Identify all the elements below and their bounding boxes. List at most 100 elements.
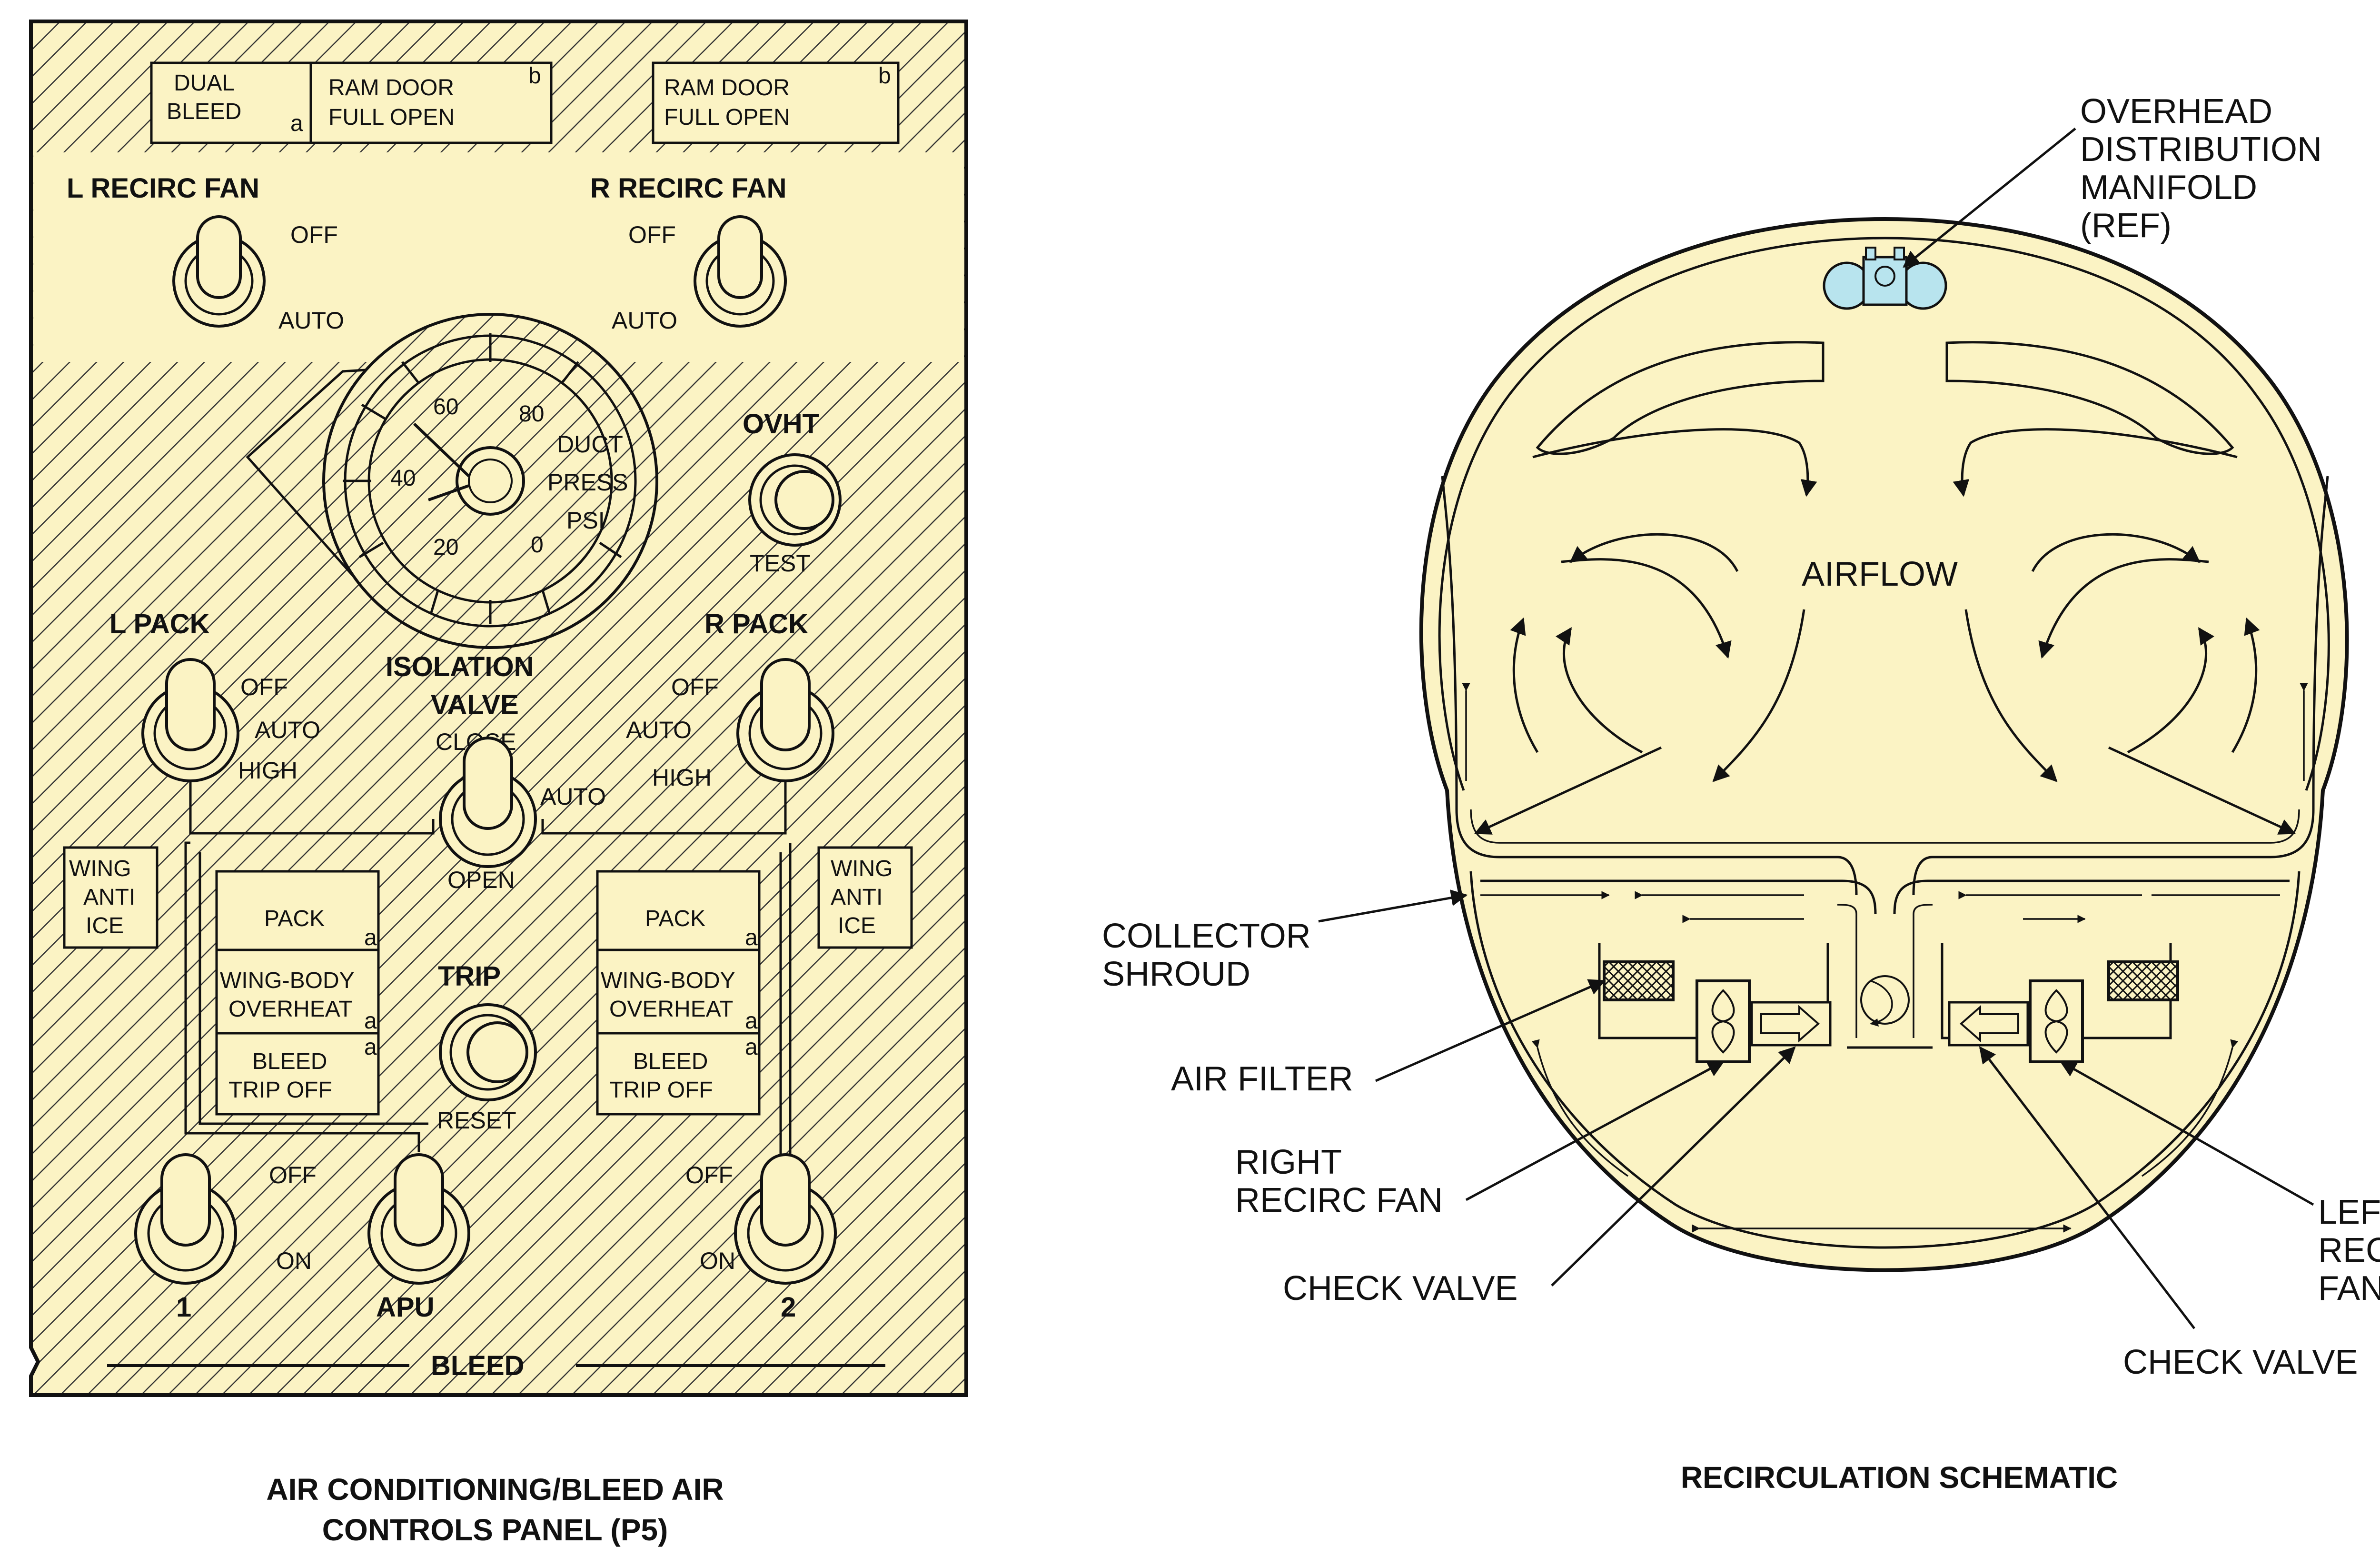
trip-reset-button[interactable] <box>439 1003 537 1101</box>
r-wing-anti-ice-indicator: WING ANTI ICE <box>817 846 913 949</box>
isolation-auto: AUTO <box>540 783 606 810</box>
bleed-1-switch[interactable] <box>134 1153 237 1285</box>
bleed-2-label: 2 <box>781 1292 796 1323</box>
right-recirc-fan-line2: RECIRC FAN <box>1235 1181 1443 1219</box>
isolation-valve-switch[interactable] <box>439 737 537 868</box>
check-valve-left-label: CHECK VALVE <box>1283 1269 1518 1307</box>
manifold-line4: (REF) <box>2080 207 2172 245</box>
sub-b: b <box>528 63 541 89</box>
r-pack-auto: AUTO <box>626 717 692 743</box>
check-valve-right-label: CHECK VALVE <box>2123 1343 2358 1381</box>
bleed-apu-switch[interactable] <box>367 1153 470 1285</box>
r-fan-off: OFF <box>628 221 676 248</box>
l-pack-high: HIGH <box>238 757 298 784</box>
recirculation-schematic: AIRFLOW <box>1102 92 2380 1495</box>
duct-pressure-gauge: 60 80 40 20 0 DUCT PRESS PSI <box>246 313 658 649</box>
r-wingbody-line2: OVERHEAT <box>609 997 733 1022</box>
gauge-tick-20: 20 <box>433 535 458 560</box>
l-wing-line2: ANTI <box>83 885 135 910</box>
right-recirc-fan-line1: RIGHT <box>1235 1143 1342 1181</box>
r-pack-off: OFF <box>671 674 719 700</box>
dual-bleed-line2: BLEED <box>167 99 241 124</box>
r-annunciator-stack: PACK a WING-BODY OVERHEAT a BLEED TRIP O… <box>596 870 761 1116</box>
r-pack-switch[interactable] <box>736 658 834 782</box>
l-wing-line1: WING <box>69 856 131 881</box>
duct-press-line3: PSI <box>566 507 605 534</box>
manifold-line3: MANIFOLD <box>2080 169 2257 207</box>
isolation-label-line2: VALVE <box>431 689 519 720</box>
gauge-tick-60: 60 <box>433 394 458 419</box>
r-fan-auto: AUTO <box>612 307 677 334</box>
bleed-left-on: ON <box>276 1248 312 1274</box>
l-annunciator-stack: PACK a WING-BODY OVERHEAT a BLEED TRIP O… <box>215 870 380 1116</box>
r-wing-line2: ANTI <box>831 885 883 910</box>
r-pack-high: HIGH <box>652 764 712 791</box>
duct-press-line1: DUCT <box>557 431 623 458</box>
air-filter-label: AIR FILTER <box>1171 1060 1353 1098</box>
l-bleedtrip-line2: TRIP OFF <box>228 1078 332 1103</box>
reset-label: RESET <box>437 1107 516 1134</box>
collector-shroud-line1: COLLECTOR <box>1102 917 1311 955</box>
collector-shroud-line2: SHROUD <box>1102 955 1250 993</box>
r-pack-label: R PACK <box>704 609 808 639</box>
r-bleedtrip-line1: BLEED <box>633 1049 708 1074</box>
bleed-apu-label: APU <box>376 1292 434 1323</box>
bleed-1-label: 1 <box>176 1292 191 1323</box>
r-bleedtrip-line2: TRIP OFF <box>609 1078 713 1103</box>
bleed-left-off: OFF <box>269 1162 317 1188</box>
annunciator-ram-door-right: RAM DOOR FULL OPEN b <box>652 61 900 144</box>
l-recirc-fan-switch[interactable] <box>172 215 266 328</box>
duct-press-line2: PRESS <box>547 469 628 496</box>
ram-door-line2: FULL OPEN <box>328 105 455 130</box>
r-wingbody-sub: a <box>745 1008 758 1034</box>
r-recirc-fan-switch[interactable] <box>694 215 787 328</box>
bleed-right-off: OFF <box>685 1162 733 1188</box>
ram-door-r-line2: FULL OPEN <box>664 105 790 130</box>
l-pack-light: PACK <box>264 906 325 931</box>
r-pack-sub: a <box>745 925 758 950</box>
l-wingbody-line1: WING-BODY <box>220 968 355 993</box>
p5-panel: DUAL BLEED a RAM DOOR FULL OPEN b RAM DO… <box>29 20 968 1547</box>
sub-a: a <box>290 111 303 136</box>
l-bleedtrip-sub: a <box>364 1035 377 1060</box>
dual-bleed-line1: DUAL <box>174 70 235 96</box>
l-pack-sub: a <box>364 925 377 950</box>
schematic-caption: RECIRCULATION SCHEMATIC <box>1681 1460 2118 1495</box>
l-pack-off: OFF <box>240 674 288 700</box>
ovht-test-button[interactable] <box>748 453 842 547</box>
l-pack-label: L PACK <box>109 609 210 639</box>
l-wingbody-sub: a <box>364 1008 377 1034</box>
manifold-line1: OVERHEAD <box>2080 92 2272 130</box>
gauge-tick-0: 0 <box>531 532 544 558</box>
overhead-manifold <box>1823 247 1947 310</box>
ram-door-r-line1: RAM DOOR <box>664 75 790 100</box>
l-fan-off: OFF <box>290 221 338 248</box>
l-fan-auto: AUTO <box>278 307 344 334</box>
l-pack-auto: AUTO <box>255 717 320 743</box>
right-recirc-fan-assembly <box>1598 943 1832 1063</box>
airflow-label: AIRFLOW <box>1802 555 1958 593</box>
l-wing-line3: ICE <box>86 913 124 938</box>
l-wingbody-line2: OVERHEAT <box>228 997 352 1022</box>
isolation-open: OPEN <box>447 867 515 893</box>
r-wingbody-line1: WING-BODY <box>601 968 735 993</box>
panel-caption-line2: CONTROLS PANEL (P5) <box>322 1513 668 1547</box>
r-wing-line1: WING <box>831 856 893 881</box>
r-bleedtrip-sub: a <box>745 1035 758 1060</box>
panel-caption-line1: AIR CONDITIONING/BLEED AIR <box>266 1472 724 1507</box>
ovht-label: OVHT <box>743 409 819 439</box>
manifold-line2: DISTRIBUTION <box>2080 130 2322 169</box>
r-recirc-fan-label: R RECIRC FAN <box>590 173 786 204</box>
bleed-2-switch[interactable] <box>734 1153 837 1285</box>
left-recirc-fan-line2: RECIRC <box>2318 1231 2380 1269</box>
l-recirc-fan-label: L RECIRC FAN <box>67 173 259 204</box>
l-wing-anti-ice-indicator: WING ANTI ICE <box>63 846 159 949</box>
gauge-tick-40: 40 <box>390 466 416 491</box>
left-recirc-fan-assembly <box>1941 943 2179 1063</box>
gauge-tick-80: 80 <box>519 401 544 427</box>
bleed-section-label: BLEED <box>431 1350 525 1381</box>
annunciator-dual-bleed: DUAL BLEED a RAM DOOR FULL OPEN b <box>150 61 553 144</box>
l-pack-switch[interactable] <box>141 658 239 782</box>
left-recirc-fan-line1: LEFT <box>2318 1193 2380 1231</box>
